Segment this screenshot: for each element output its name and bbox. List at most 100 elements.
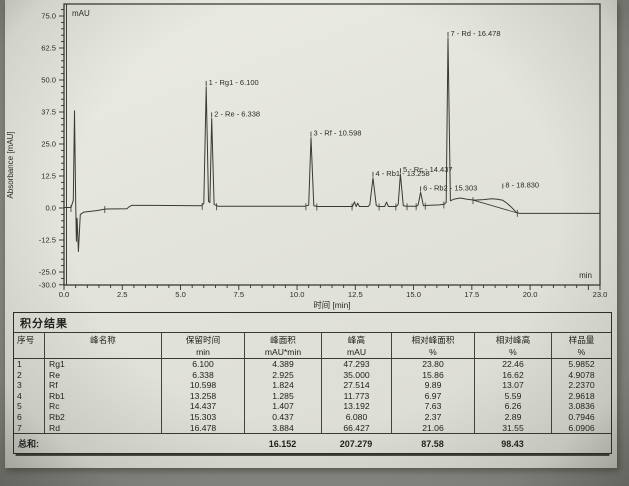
cell-r2-c0: 2 <box>17 369 22 380</box>
cell-r6-c7: 0.7946 <box>551 411 611 423</box>
cell-r3-c7: 2.2370 <box>551 380 611 391</box>
cell-r2-c7: 4.9078 <box>551 369 611 381</box>
header-cell-2: 保留时间 min <box>161 333 244 358</box>
cell-r1-c4: 47.293 <box>321 359 391 370</box>
cell-r4-c5: 6.97 <box>391 390 474 402</box>
y-tick-label: -30.0 <box>39 280 56 289</box>
y-tick-label: -12.5 <box>39 236 56 245</box>
table-row: 5 Rc 14.437 1.407 13.192 7.63 6.26 3.0836 <box>14 401 611 412</box>
header-cell-3: 峰面积 mAU*min <box>244 333 321 358</box>
y-tick-label: 62.5 <box>41 44 56 53</box>
x-tick-label: 2.5 <box>117 290 128 299</box>
cell-r4-c0: 4 <box>17 390 22 401</box>
peak-label-7: 7 - Rd - 16.478 <box>451 29 501 38</box>
cell-r3-c5: 9.89 <box>391 380 474 391</box>
cell-r5-c2: 14.437 <box>161 401 244 412</box>
cell-r2-c2: 6.338 <box>161 369 244 381</box>
y-unit-label: mAU <box>72 9 90 18</box>
peak-label-4: 4 - Rb1 - 13.258 <box>375 169 429 178</box>
peak-label-6: 6 - Rb2 - 15.303 <box>423 183 477 192</box>
cell-r1-c0: 1 <box>17 359 22 369</box>
table-row: 6 Rb2 15.303 0.437 6.080 2.37 2.89 0.7946 <box>14 411 611 423</box>
y-tick-label: -25.0 <box>39 268 56 277</box>
cell-r1-c2: 6.100 <box>161 359 244 370</box>
x-tick-label: 20.0 <box>523 290 538 299</box>
total-value-2: 207.279 <box>339 438 373 449</box>
cell-r4-c3: 1.285 <box>244 390 321 402</box>
cell-r5-c5: 7.63 <box>391 401 474 412</box>
cell-r4-c6: 5.59 <box>474 390 551 402</box>
peak-label-1: 1 - Rg1 - 6.100 <box>209 78 259 87</box>
plot-frame <box>63 3 601 286</box>
cell-r3-c0: 3 <box>17 380 22 391</box>
peak-label-5: 5 - Rc - 14.437 <box>403 165 453 174</box>
x-unit-label: min <box>579 271 592 280</box>
header-cell-1: 峰名称 <box>44 333 161 358</box>
header-cell-4: 峰高 mAU <box>321 333 391 358</box>
cell-r4-c1: Rb1 <box>44 390 161 402</box>
cell-r7-c5: 21.06 <box>391 422 474 434</box>
table-row: 3 Rf 10.598 1.824 27.514 9.89 13.07 2.2370 <box>14 380 611 391</box>
report-paper <box>5 0 617 468</box>
cell-r2-c6: 16.62 <box>474 369 551 381</box>
cell-r3-c6: 13.07 <box>474 380 551 391</box>
cell-r1-c6: 22.46 <box>474 359 551 370</box>
cell-r6-c2: 15.303 <box>161 411 244 423</box>
table-body: 1 Rg1 6.100 4.389 47.293 23.80 22.46 5.9852 2 Re 6… <box>14 359 611 435</box>
cell-r7-c1: Rd <box>44 422 161 434</box>
cell-r5-c0: 5 <box>17 401 22 412</box>
table-row: 2 Re 6.338 2.925 35.000 15.86 16.62 4.9078 <box>14 369 611 381</box>
cell-r3-c1: Rf <box>44 380 161 391</box>
y-axis-label: Absorbance [mAU] <box>6 131 15 198</box>
cell-r2-c4: 35.000 <box>321 369 391 381</box>
cell-r6-c4: 6.080 <box>321 411 391 423</box>
cell-r6-c0: 6 <box>17 411 22 422</box>
cell-r4-c4: 11.773 <box>321 390 391 402</box>
total-label: 总和: <box>18 438 39 449</box>
x-tick-label: 7.5 <box>234 290 245 299</box>
cell-r3-c2: 10.598 <box>161 380 244 391</box>
cell-r1-c1: Rg1 <box>44 359 161 370</box>
integration-baseline <box>472 199 518 214</box>
x-tick-label: 23.0 <box>593 290 608 299</box>
total-value-3: 87.58 <box>421 438 444 449</box>
peak-label-2: 2 - Re - 6.338 <box>214 109 260 118</box>
cell-r7-c3: 3.884 <box>244 422 321 434</box>
x-tick-label: 0.0 <box>59 290 70 299</box>
cell-r4-c7: 2.9618 <box>551 390 611 402</box>
y-tick-label: 25.0 <box>41 140 56 149</box>
cell-r5-c3: 1.407 <box>244 401 321 412</box>
peak-label-3: 3 - Rf - 10.598 <box>313 129 361 138</box>
table-row: 1 Rg1 6.100 4.389 47.293 23.80 22.46 5.9852 <box>14 359 611 370</box>
cell-r1-c7: 5.9852 <box>551 359 611 370</box>
cell-r6-c3: 0.437 <box>244 411 321 423</box>
cell-r6-c1: Rb2 <box>44 411 161 423</box>
header-cell-5: 相对峰面积% <box>391 333 474 358</box>
x-tick-label: 5.0 <box>175 290 186 299</box>
table-title: 积分结果 <box>14 313 611 333</box>
header-cell-6: 相对峰高% <box>474 333 551 358</box>
x-tick-label: 10.0 <box>290 290 305 299</box>
y-tick-label: 12.5 <box>41 172 56 181</box>
cell-r6-c6: 2.89 <box>474 411 551 423</box>
cell-r1-c3: 4.389 <box>244 359 321 370</box>
cell-r7-c2: 16.478 <box>161 422 244 434</box>
cell-r7-c6: 31.55 <box>474 422 551 434</box>
x-axis-label: 时间 [min] <box>313 300 350 310</box>
cell-r5-c7: 3.0836 <box>551 401 611 412</box>
x-tick-label: 15.0 <box>406 290 421 299</box>
cell-r2-c5: 15.86 <box>391 369 474 381</box>
integration-table: 积分结果 序号 峰名称 保留时间 min 峰面积 mAU*min 峰高 mAU 相对峰面积% 相对… <box>13 312 612 455</box>
cell-r4-c2: 13.258 <box>161 390 244 402</box>
peak-label-8: 8 - 18.830 <box>505 181 539 190</box>
total-value-1: 16.152 <box>268 438 297 449</box>
header-cell-7: 样品量% <box>551 333 611 358</box>
x-tick-label: 12.5 <box>348 290 363 299</box>
cell-r5-c6: 6.26 <box>474 401 551 412</box>
cell-r7-c0: 7 <box>17 422 22 433</box>
y-tick-label: 0.0 <box>45 204 56 213</box>
table-row: 4 Rb1 13.258 1.285 11.773 6.97 5.59 2.9618 <box>14 390 611 402</box>
total-row: 总和: 16.152 207.279 87.58 98.43 <box>14 434 611 453</box>
table-header-row: 序号 峰名称 保留时间 min 峰面积 mAU*min 峰高 mAU 相对峰面积% 相对峰高% 样品… <box>14 333 611 359</box>
